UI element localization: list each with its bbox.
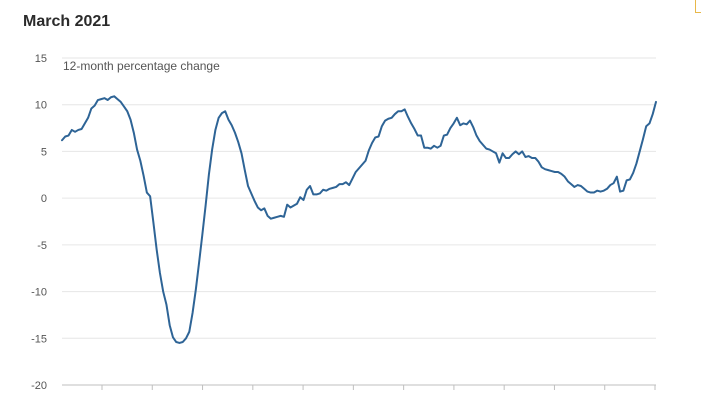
y-tick-label: -5 — [37, 240, 47, 252]
x-axis — [62, 384, 656, 390]
series-layer — [61, 95, 657, 344]
y-tick-label: -10 — [31, 287, 47, 299]
corner-bracket-mark — [695, 0, 701, 13]
grid-layer — [62, 57, 656, 339]
y-axis-label: 12-month percentage change — [63, 59, 220, 73]
y-tick-label: -20 — [31, 380, 47, 392]
y-tick-label: -15 — [31, 333, 47, 345]
chart-title: March 2021 — [23, 13, 111, 30]
series-line — [61, 95, 657, 344]
y-tick-label: 5 — [41, 146, 47, 158]
y-tick-label: 0 — [41, 193, 47, 205]
y-tick-labels: 15 10 5 0 -5 -10 -15 -20 — [31, 53, 47, 392]
y-tick-label: 15 — [35, 53, 47, 65]
y-tick-label: 10 — [35, 100, 47, 112]
